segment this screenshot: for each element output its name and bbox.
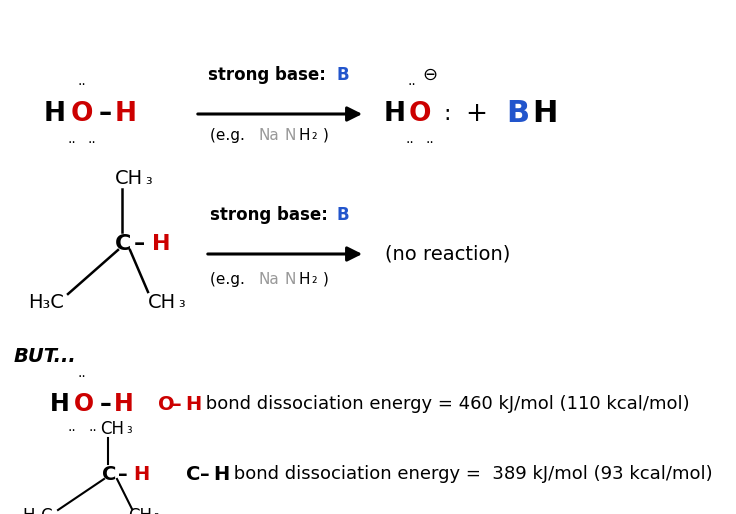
Text: bond dissociation energy = 460 kJ/mol (110 kcal/mol): bond dissociation energy = 460 kJ/mol (1… [200, 395, 690, 413]
Text: –: – [99, 101, 112, 127]
Text: :: : [443, 104, 450, 124]
Text: O: O [408, 101, 431, 127]
Text: –: – [200, 465, 210, 484]
Text: ₂: ₂ [311, 272, 316, 286]
Text: ··: ·· [77, 370, 86, 384]
Text: H: H [185, 395, 201, 413]
Text: (e.g.: (e.g. [210, 272, 250, 287]
Text: Na: Na [258, 272, 279, 287]
Text: ₂: ₂ [311, 128, 316, 142]
Text: H: H [532, 100, 558, 128]
Text: –: – [100, 392, 112, 416]
Text: BUT...: BUT... [14, 346, 77, 365]
Text: C: C [102, 465, 116, 484]
Text: bond dissociation energy =  389 kJ/mol (93 kcal/mol): bond dissociation energy = 389 kJ/mol (9… [228, 465, 712, 483]
Text: +: + [465, 101, 487, 127]
Text: H: H [298, 128, 310, 143]
Text: CH: CH [148, 292, 176, 311]
Text: (e.g.: (e.g. [210, 128, 250, 143]
Text: B: B [337, 206, 350, 224]
Text: H: H [44, 101, 66, 127]
Text: H: H [298, 272, 310, 287]
Text: B: B [506, 100, 530, 128]
Text: H: H [114, 392, 134, 416]
Text: (no reaction): (no reaction) [385, 245, 510, 264]
Text: ): ) [323, 272, 329, 287]
Text: H: H [50, 392, 70, 416]
Text: ₃: ₃ [126, 422, 132, 436]
Text: strong base:: strong base: [210, 206, 333, 224]
Text: CH: CH [115, 170, 143, 189]
Text: CH: CH [100, 420, 124, 438]
Text: H: H [384, 101, 406, 127]
Text: ··: ·· [425, 136, 434, 150]
Text: ₃: ₃ [153, 509, 159, 514]
Text: H: H [133, 465, 149, 484]
Text: O: O [158, 395, 174, 413]
Text: C: C [115, 234, 131, 254]
Text: ··: ·· [68, 136, 77, 150]
Text: ··: ·· [77, 78, 86, 92]
Text: H: H [213, 465, 229, 484]
Text: CH: CH [128, 507, 152, 514]
Text: O: O [71, 101, 93, 127]
Text: ··: ·· [406, 136, 414, 150]
Text: ··: ·· [68, 424, 77, 438]
Text: ··: ·· [408, 78, 417, 92]
Text: ⊖: ⊖ [422, 66, 438, 84]
Text: B: B [336, 66, 349, 84]
Text: ₃: ₃ [145, 170, 152, 188]
Text: O: O [74, 392, 94, 416]
Text: N: N [285, 128, 297, 143]
Text: ··: ·· [88, 136, 96, 150]
Text: H: H [152, 234, 171, 254]
Text: H₃C: H₃C [22, 507, 53, 514]
Text: C: C [186, 465, 200, 484]
Text: –: – [118, 465, 127, 484]
Text: H: H [115, 101, 137, 127]
Text: ): ) [323, 128, 329, 143]
Text: ₃: ₃ [178, 293, 185, 311]
Text: Na: Na [258, 128, 279, 143]
Text: strong base:: strong base: [208, 66, 332, 84]
Text: ··: ·· [88, 424, 97, 438]
Text: –: – [172, 395, 182, 413]
Text: –: – [134, 234, 145, 254]
Text: N: N [285, 272, 297, 287]
Text: H₃C: H₃C [28, 292, 64, 311]
